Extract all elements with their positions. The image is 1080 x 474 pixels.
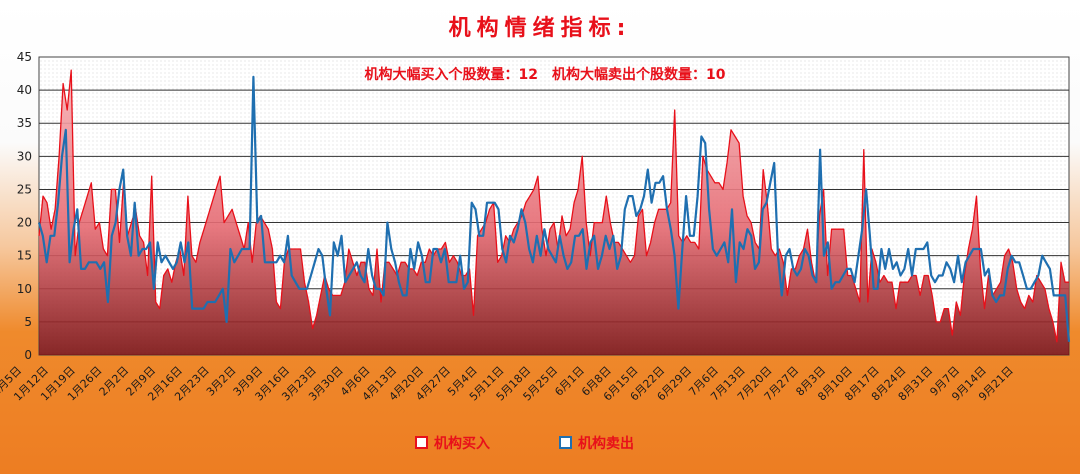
chart-title: 机构情绪指标: [448, 16, 632, 41]
series-layer [37, 69, 1071, 355]
legend-swatch-buy [415, 436, 428, 449]
y-tick-label: 10 [17, 282, 32, 296]
y-tick-label: 5 [24, 315, 32, 329]
series-line-buy [38, 69, 1069, 343]
x-axis: 1月5日1月12日1月19日1月26日2月2日2月9日2月16日2月23日3月2… [0, 364, 1016, 404]
y-tick-label: 35 [17, 116, 32, 130]
y-tick-label: 40 [17, 83, 32, 97]
y-tick-label: 15 [17, 249, 32, 263]
legend-label-buy: 机构买入 [434, 435, 490, 452]
y-tick-label: 20 [17, 216, 32, 230]
y-tick-label: 30 [17, 149, 32, 163]
y-tick-label: 0 [24, 348, 32, 362]
series-line-sell [37, 75, 1071, 342]
legend-swatch-sell [559, 436, 572, 449]
legend-label-sell: 机构卖出 [578, 435, 634, 452]
y-tick-label: 25 [17, 182, 32, 196]
chart-subtitle: 机构大幅买入个股数量：12 机构大幅卖出个股数量：10 [365, 66, 726, 83]
legend: 机构买入 机构卖出 [415, 435, 634, 452]
y-axis: 0 5 10 15 20 25 30 35 40 45 [17, 50, 32, 362]
y-tick-label: 45 [17, 50, 32, 64]
